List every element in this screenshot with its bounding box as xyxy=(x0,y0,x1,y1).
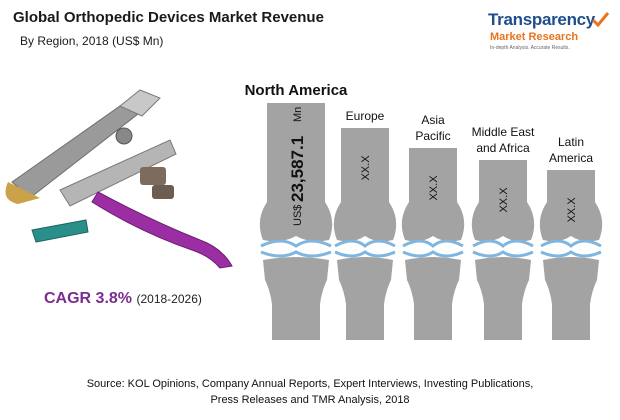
value-label: XX.X xyxy=(566,197,578,223)
category-label: Asia xyxy=(421,113,445,127)
bone-shaft-lower xyxy=(263,257,329,340)
chart-subtitle: By Region, 2018 (US$ Mn) xyxy=(20,34,164,48)
bone-shaft-upper xyxy=(333,128,397,242)
joint-cartilage-lower xyxy=(472,250,534,258)
bone-shaft-upper xyxy=(401,148,465,242)
cagr-period: (2018-2026) xyxy=(136,292,202,306)
joint-cartilage-upper xyxy=(402,239,464,248)
bone-shaft-upper xyxy=(539,170,603,242)
source-note-line2: Press Releases and TMR Analysis, 2018 xyxy=(210,394,410,406)
bone-screws-icon xyxy=(140,167,174,199)
value-prefix: US$ xyxy=(292,205,304,226)
logo-tagline: In-depth Analysis. Accurate Results. xyxy=(490,45,570,51)
logo-check-icon xyxy=(591,12,610,28)
value-label: XX.X xyxy=(428,175,440,201)
joint-cartilage-upper xyxy=(472,239,534,248)
category-label: Latin xyxy=(558,135,584,149)
cagr-value: CAGR 3.8% xyxy=(44,290,133,307)
joint-cartilage-lower xyxy=(260,250,332,258)
source-note-line1: Source: KOL Opinions, Company Annual Rep… xyxy=(86,378,534,390)
category-label: Europe xyxy=(346,109,385,123)
logo-name-line1: Transparency xyxy=(488,10,595,29)
bone-shaft-upper xyxy=(259,103,333,242)
joint-cartilage-lower xyxy=(402,250,464,258)
category-label: Pacific xyxy=(415,129,450,143)
value-label: XX.X xyxy=(498,187,510,213)
bone-shaft-lower xyxy=(543,257,599,340)
category-label: North America xyxy=(245,82,348,99)
teal-bone-plate-icon xyxy=(31,219,89,243)
bone-shaft-lower xyxy=(475,257,531,340)
purple-bone-plate-icon xyxy=(91,191,233,269)
bone-shaft-lower xyxy=(337,257,393,340)
joint-cartilage-upper xyxy=(540,239,602,248)
category-label: Middle East xyxy=(472,125,535,139)
cagr-callout: CAGR 3.8% (2018-2026) xyxy=(44,290,202,308)
logo-name-line2: Market Research xyxy=(490,31,579,43)
value-unit: Mn xyxy=(292,107,304,122)
category-label: and Africa xyxy=(476,141,530,155)
bar-asia-pacific xyxy=(401,148,465,340)
bone-cutter-icon xyxy=(5,89,177,207)
bone-shaft-upper xyxy=(471,160,535,242)
bar-middle-east-and-africa xyxy=(471,160,535,340)
bar-latin-america xyxy=(539,170,603,340)
value-label: XX.X xyxy=(360,155,372,181)
tmr-logo: Transparency Market Research In-depth An… xyxy=(478,10,610,58)
joint-cartilage-lower xyxy=(540,250,602,258)
joint-cartilage-lower xyxy=(334,250,396,258)
bar-north-america xyxy=(259,103,333,340)
bone-shaft-lower xyxy=(405,257,461,340)
joint-cartilage-upper xyxy=(260,239,332,248)
value-label-north-america: US$ 23,587.1 Mn xyxy=(288,107,307,226)
bar-europe xyxy=(333,128,397,340)
value-number: 23,587.1 xyxy=(288,136,307,202)
category-label: America xyxy=(549,151,593,165)
orthopedic-devices-illustration xyxy=(5,89,233,269)
joint-cartilage-upper xyxy=(334,239,396,248)
chart-title: Global Orthopedic Devices Market Revenue xyxy=(13,9,324,26)
